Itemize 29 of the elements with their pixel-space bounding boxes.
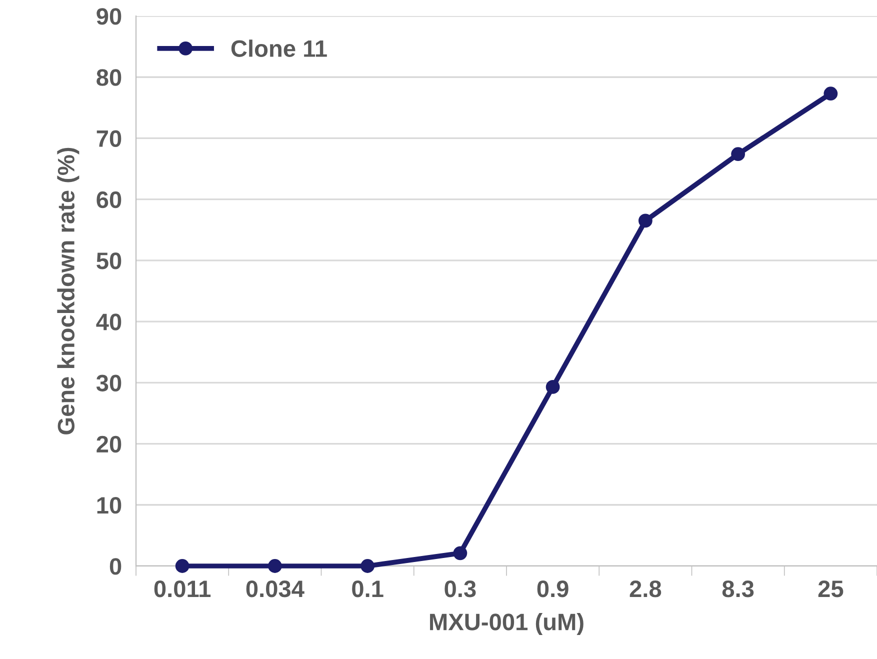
x-tick-label: 0.1 <box>352 580 384 598</box>
x-tick-label: 0.3 <box>444 580 476 598</box>
point <box>268 559 282 573</box>
point <box>175 559 190 573</box>
y-tick-label: 50 <box>96 252 122 270</box>
y-tick-label: 90 <box>96 8 122 25</box>
x-tick-label: 8.3 <box>722 580 754 598</box>
x-tick-label: 0.011 <box>154 580 211 598</box>
y-tick-label: 80 <box>96 69 122 86</box>
y-tick-label: 40 <box>96 314 122 330</box>
y-tick-label: 30 <box>96 374 122 392</box>
y-tick-label: 60 <box>96 191 122 208</box>
point <box>824 86 838 101</box>
x-tick-label: 0.9 <box>537 580 568 598</box>
y-tick-label: 0 <box>110 558 122 575</box>
point <box>453 546 468 560</box>
x-tick-label: 25 <box>818 580 844 598</box>
point <box>638 214 652 228</box>
y-tick-label: 20 <box>96 436 122 453</box>
point <box>546 380 560 394</box>
x-tick-label: 0.034 <box>246 580 304 598</box>
point <box>731 147 746 162</box>
y-tick-label: 70 <box>96 130 122 148</box>
y-tick-label: 10 <box>97 496 122 514</box>
x-tick-label: 2.8 <box>630 580 662 598</box>
legend-label: Clone 11 <box>231 40 327 57</box>
y-axis-title: Gene knockdown rate (%) <box>57 148 80 434</box>
point <box>360 559 375 573</box>
x-axis-title: MXU-001 (uM) <box>430 613 584 636</box>
